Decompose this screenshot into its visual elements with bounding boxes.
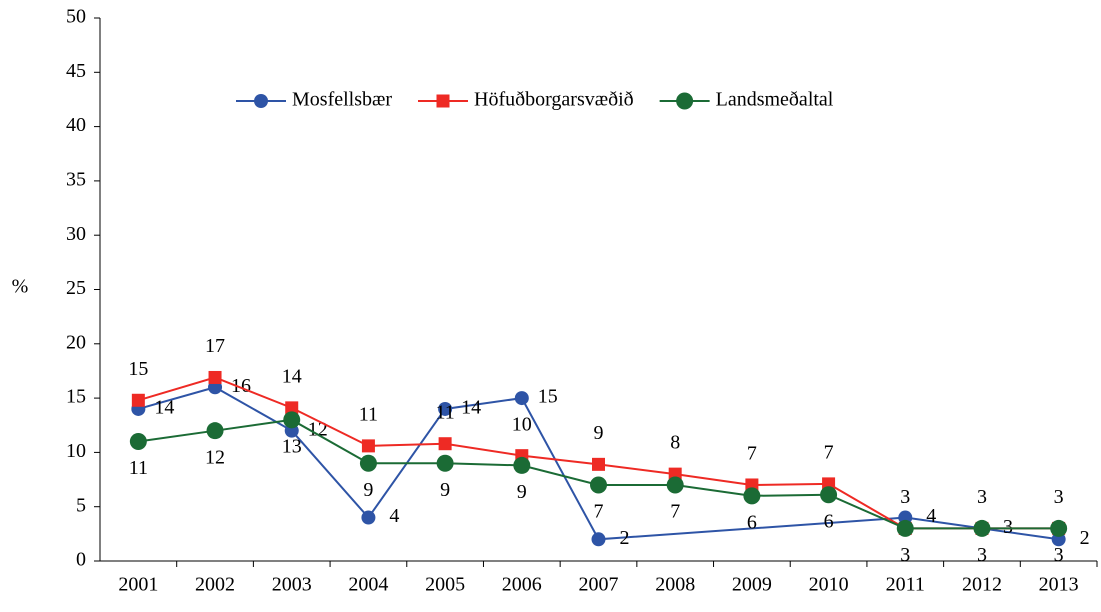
y-tick-label: 50 bbox=[66, 6, 86, 28]
data-label: 12 bbox=[205, 446, 225, 468]
data-point bbox=[283, 411, 301, 429]
data-label: 4 bbox=[389, 505, 399, 527]
legend-marker bbox=[676, 92, 694, 110]
data-point bbox=[438, 401, 453, 416]
y-tick-label: 35 bbox=[66, 168, 86, 190]
data-label: 3 bbox=[900, 486, 910, 508]
x-tick-label: 2007 bbox=[579, 574, 619, 596]
data-point bbox=[359, 454, 377, 472]
data-point bbox=[592, 457, 605, 471]
data-label: 6 bbox=[747, 511, 757, 533]
data-point bbox=[743, 487, 761, 505]
data-label: 2 bbox=[620, 527, 630, 549]
data-label: 3 bbox=[1054, 486, 1064, 508]
x-tick-label: 2009 bbox=[732, 574, 772, 596]
y-axis-label: % bbox=[12, 276, 29, 298]
data-label: 7 bbox=[670, 501, 680, 523]
y-tick-label: 20 bbox=[66, 331, 86, 353]
y-tick-label: 25 bbox=[66, 277, 86, 299]
data-point bbox=[206, 422, 224, 440]
data-label: 7 bbox=[594, 501, 604, 523]
y-tick-label: 30 bbox=[66, 223, 86, 245]
data-label: 9 bbox=[594, 422, 604, 444]
data-label: 11 bbox=[359, 403, 378, 425]
data-point bbox=[666, 476, 684, 494]
legend-label: Mosfellsbær bbox=[292, 89, 392, 111]
data-label: 11 bbox=[435, 401, 454, 423]
data-point bbox=[361, 510, 376, 525]
data-label: 9 bbox=[363, 479, 373, 501]
data-label: 17 bbox=[205, 335, 225, 357]
x-tick-label: 2001 bbox=[118, 574, 158, 596]
legend-label: Landsmeðaltal bbox=[716, 89, 834, 111]
data-label: 7 bbox=[747, 443, 757, 465]
legend-marker bbox=[436, 94, 450, 108]
x-tick-label: 2004 bbox=[348, 574, 388, 596]
data-point bbox=[973, 519, 991, 537]
data-point bbox=[590, 476, 607, 494]
data-label: 3 bbox=[900, 544, 910, 566]
data-label: 8 bbox=[670, 432, 680, 454]
y-tick-label: 40 bbox=[66, 114, 86, 136]
y-tick-label: 45 bbox=[66, 60, 86, 82]
data-point bbox=[438, 437, 452, 451]
data-label: 10 bbox=[512, 413, 532, 435]
x-tick-label: 2011 bbox=[886, 574, 925, 596]
data-label: 14 bbox=[282, 365, 302, 387]
y-tick-label: 10 bbox=[66, 440, 86, 462]
data-label: 9 bbox=[517, 481, 527, 503]
data-point bbox=[131, 393, 145, 407]
series-line bbox=[138, 386, 1059, 541]
x-tick-label: 2003 bbox=[272, 574, 312, 596]
y-tick-label: 5 bbox=[76, 494, 86, 516]
data-label: 15 bbox=[128, 358, 148, 380]
data-point bbox=[129, 433, 147, 451]
data-label: 3 bbox=[977, 544, 987, 566]
data-point bbox=[361, 439, 375, 453]
data-label: 2 bbox=[1080, 527, 1090, 549]
x-tick-label: 2008 bbox=[655, 574, 695, 596]
x-tick-label: 2010 bbox=[809, 574, 849, 596]
data-label: 3 bbox=[1054, 544, 1064, 566]
y-tick-label: 0 bbox=[76, 549, 86, 571]
legend-marker bbox=[254, 94, 268, 108]
data-point bbox=[208, 370, 222, 384]
x-tick-label: 2013 bbox=[1039, 574, 1079, 596]
data-point bbox=[591, 532, 606, 547]
data-label: 14 bbox=[461, 397, 481, 419]
x-tick-label: 2006 bbox=[502, 574, 542, 596]
data-label: 3 bbox=[977, 486, 987, 508]
data-label: 4 bbox=[926, 505, 936, 527]
data-point bbox=[1050, 519, 1068, 537]
data-label: 13 bbox=[282, 435, 302, 457]
data-point bbox=[820, 486, 838, 504]
data-label: 11 bbox=[129, 457, 148, 479]
data-label: 16 bbox=[231, 375, 251, 397]
data-point bbox=[514, 391, 529, 406]
data-label: 14 bbox=[154, 397, 174, 419]
data-point bbox=[436, 454, 454, 472]
data-point bbox=[513, 456, 531, 474]
data-label: 3 bbox=[1003, 516, 1013, 538]
x-tick-label: 2005 bbox=[425, 574, 465, 596]
data-label: 6 bbox=[824, 510, 834, 532]
data-label: 9 bbox=[440, 479, 450, 501]
data-point bbox=[896, 519, 914, 537]
data-point bbox=[285, 401, 299, 415]
y-tick-label: 15 bbox=[66, 386, 86, 408]
x-tick-label: 2012 bbox=[962, 574, 1002, 596]
data-label: 15 bbox=[538, 386, 558, 408]
data-label: 7 bbox=[824, 441, 834, 463]
x-tick-label: 2002 bbox=[195, 574, 235, 596]
legend-label: Höfuðborgarsvæðið bbox=[474, 89, 634, 111]
